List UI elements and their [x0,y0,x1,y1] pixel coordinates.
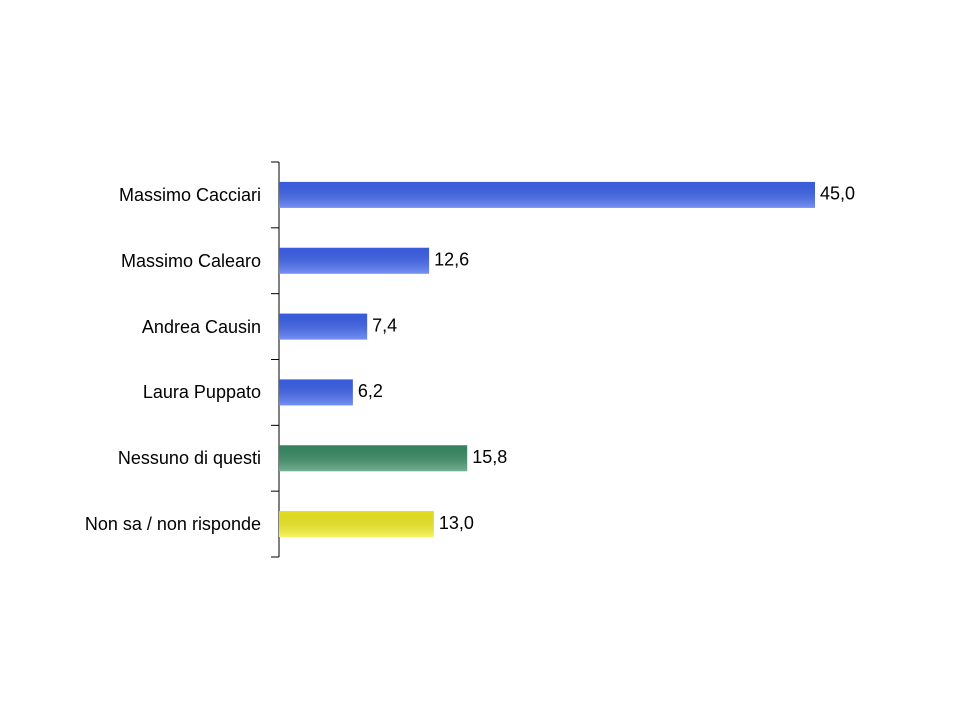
value-label: 45,0 [820,184,855,204]
bar-shade [279,181,815,208]
value-label: 12,6 [434,250,469,270]
value-label: 15,8 [472,447,507,467]
value-label: 7,4 [372,315,397,335]
category-label: Massimo Cacciari [118,184,261,205]
category-label: Nessuno di questi [117,448,261,469]
category-label: Massimo Calearo [120,250,261,271]
value-label: 13,0 [439,513,474,533]
bar-shade [279,313,368,340]
category-label: Non sa / non risponde [84,514,261,535]
category-label: Andrea Causin [141,316,261,337]
category-label: Laura Puppato [142,382,261,403]
bar-shade [279,247,430,274]
value-label: 6,2 [358,381,383,401]
bar-shade [279,379,353,406]
bar-shade [279,511,434,538]
bar-shade [279,445,468,472]
